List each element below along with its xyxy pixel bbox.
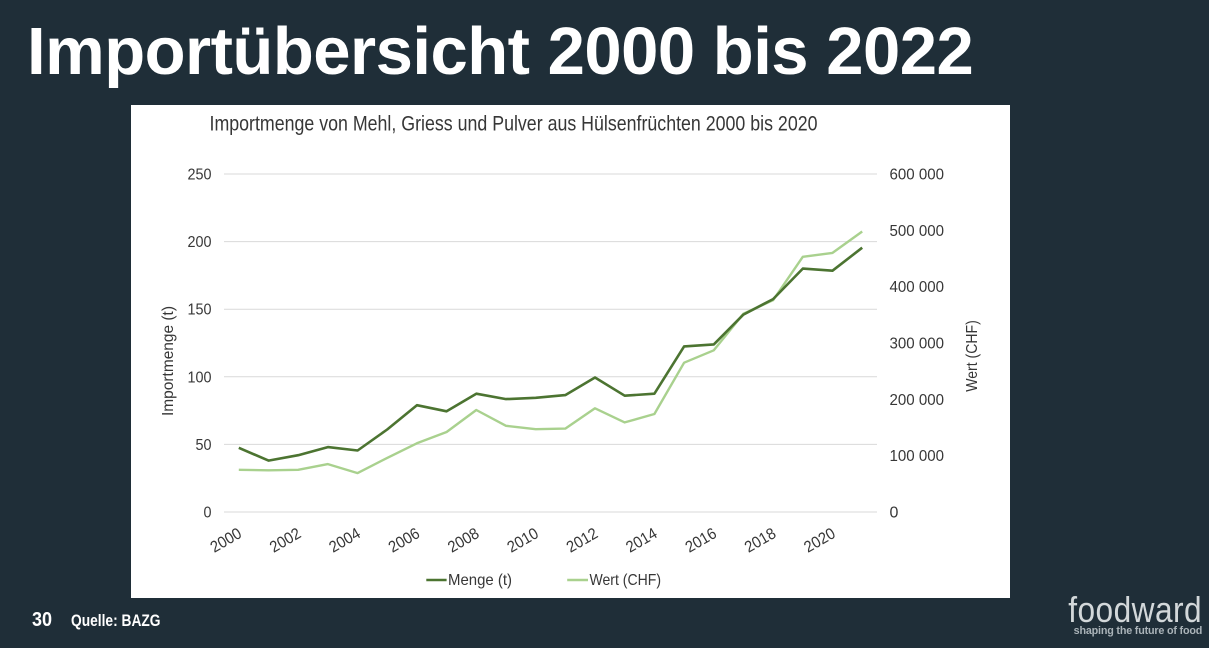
svg-text:Wert (CHF): Wert (CHF) xyxy=(590,572,662,589)
svg-text:Importmenge (t): Importmenge (t) xyxy=(160,306,177,416)
svg-text:Wert (CHF): Wert (CHF) xyxy=(964,320,981,392)
svg-text:300 000: 300 000 xyxy=(890,336,945,353)
svg-text:150: 150 xyxy=(188,302,212,319)
svg-text:2000: 2000 xyxy=(208,525,245,556)
svg-text:50: 50 xyxy=(196,437,212,454)
svg-text:0: 0 xyxy=(890,505,899,522)
svg-text:2016: 2016 xyxy=(683,525,720,556)
svg-text:2002: 2002 xyxy=(267,525,304,556)
svg-text:0: 0 xyxy=(204,505,212,522)
svg-text:250: 250 xyxy=(188,167,212,184)
svg-text:2006: 2006 xyxy=(386,525,423,556)
svg-text:200 000: 200 000 xyxy=(890,392,945,409)
svg-text:100: 100 xyxy=(188,369,212,386)
svg-text:2020: 2020 xyxy=(801,525,838,556)
svg-text:2018: 2018 xyxy=(742,525,779,556)
svg-text:Importmenge von Mehl, Griess u: Importmenge von Mehl, Griess und Pulver … xyxy=(210,113,818,136)
svg-text:200: 200 xyxy=(188,234,212,251)
svg-text:600 000: 600 000 xyxy=(890,167,945,184)
svg-text:2008: 2008 xyxy=(445,525,482,556)
svg-text:Menge (t): Menge (t) xyxy=(448,572,512,589)
svg-text:2004: 2004 xyxy=(327,525,364,556)
svg-text:500 000: 500 000 xyxy=(890,223,945,240)
svg-text:2014: 2014 xyxy=(623,525,660,556)
svg-text:400 000: 400 000 xyxy=(890,279,945,296)
svg-text:2012: 2012 xyxy=(564,525,601,556)
svg-text:100 000: 100 000 xyxy=(890,448,945,465)
svg-text:2010: 2010 xyxy=(505,525,542,556)
